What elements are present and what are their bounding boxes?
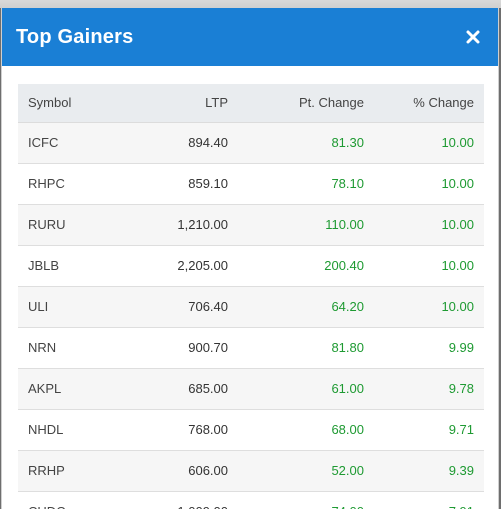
row-pct-change: 10.00: [366, 163, 484, 205]
gainers-table-container: Symbol LTP Pt. Change % Change ICFC 894.4…: [18, 84, 484, 509]
row-pt-change: 200.40: [230, 245, 366, 287]
row-pt-change: 68.00: [230, 409, 366, 451]
row-ltp: 900.70: [124, 327, 230, 369]
row-pt-change: 81.80: [230, 327, 366, 369]
table-row[interactable]: ICFC 894.40 81.30 10.00: [18, 122, 484, 164]
row-symbol: ICFC: [18, 122, 124, 164]
table-row[interactable]: RHPC 859.10 78.10 10.00: [18, 163, 484, 205]
modal-header: Top Gainers: [2, 8, 498, 66]
table-row[interactable]: NHDL 768.00 68.00 9.71: [18, 409, 484, 451]
table-row[interactable]: AKPL 685.00 61.00 9.78: [18, 368, 484, 410]
row-pct-change: 7.91: [366, 491, 484, 509]
close-icon[interactable]: [462, 26, 484, 48]
table-row[interactable]: NRN 900.70 81.80 9.99: [18, 327, 484, 369]
table-row[interactable]: CHDC1,009.0074.007.91: [18, 491, 484, 509]
close-icon-glyph: [466, 30, 480, 44]
row-pt-change: 74.00: [230, 491, 366, 509]
row-pct-change: 10.00: [366, 204, 484, 246]
table-row[interactable]: ULI 706.40 64.20 10.00: [18, 286, 484, 328]
row-pt-change: 64.20: [230, 286, 366, 328]
row-symbol: RURU: [18, 204, 124, 246]
row-ltp: 706.40: [124, 286, 230, 328]
row-ltp: 1,210.00: [124, 204, 230, 246]
row-symbol: AKPL: [18, 368, 124, 410]
row-pt-change: 52.00: [230, 450, 366, 492]
row-ltp: 859.10: [124, 163, 230, 205]
row-pct-change: 10.00: [366, 286, 484, 328]
background-strip: [0, 0, 501, 8]
header-symbol[interactable]: Symbol: [18, 84, 124, 123]
gainers-table: Symbol LTP Pt. Change % Change ICFC 894.4…: [18, 84, 484, 509]
row-ltp: 894.40: [124, 122, 230, 164]
modal-title: Top Gainers: [16, 25, 134, 48]
row-pt-change: 61.00: [230, 368, 366, 410]
row-pct-change: 9.71: [366, 409, 484, 451]
row-symbol: CHDC: [18, 491, 124, 509]
row-pt-change: 81.30: [230, 122, 366, 164]
row-symbol: NHDL: [18, 409, 124, 451]
header-pct-change[interactable]: % Change: [366, 84, 484, 123]
row-pct-change: 9.39: [366, 450, 484, 492]
row-pct-change: 10.00: [366, 122, 484, 164]
row-symbol: JBLB: [18, 245, 124, 287]
row-pct-change: 10.00: [366, 245, 484, 287]
row-ltp: 685.00: [124, 368, 230, 410]
row-pct-change: 9.99: [366, 327, 484, 369]
table-row[interactable]: RRHP 606.00 52.00 9.39: [18, 450, 484, 492]
header-ltp[interactable]: LTP: [124, 84, 230, 123]
row-symbol: RRHP: [18, 450, 124, 492]
row-ltp: 1,009.00: [124, 491, 230, 509]
row-ltp: 768.00: [124, 409, 230, 451]
row-symbol: NRN: [18, 327, 124, 369]
table-header-row: Symbol LTP Pt. Change % Change: [18, 84, 484, 123]
row-pct-change: 9.78: [366, 368, 484, 410]
top-gainers-modal: Top Gainers Symbol LTP Pt. Change % Chan…: [1, 8, 499, 509]
row-pt-change: 78.10: [230, 163, 366, 205]
row-pt-change: 110.00: [230, 204, 366, 246]
table-row[interactable]: JBLB 2,205.00 200.40 10.00: [18, 245, 484, 287]
row-symbol: ULI: [18, 286, 124, 328]
header-pt-change[interactable]: Pt. Change: [230, 84, 366, 123]
row-ltp: 2,205.00: [124, 245, 230, 287]
row-symbol: RHPC: [18, 163, 124, 205]
row-ltp: 606.00: [124, 450, 230, 492]
table-row[interactable]: RURU 1,210.00 110.00 10.00: [18, 204, 484, 246]
